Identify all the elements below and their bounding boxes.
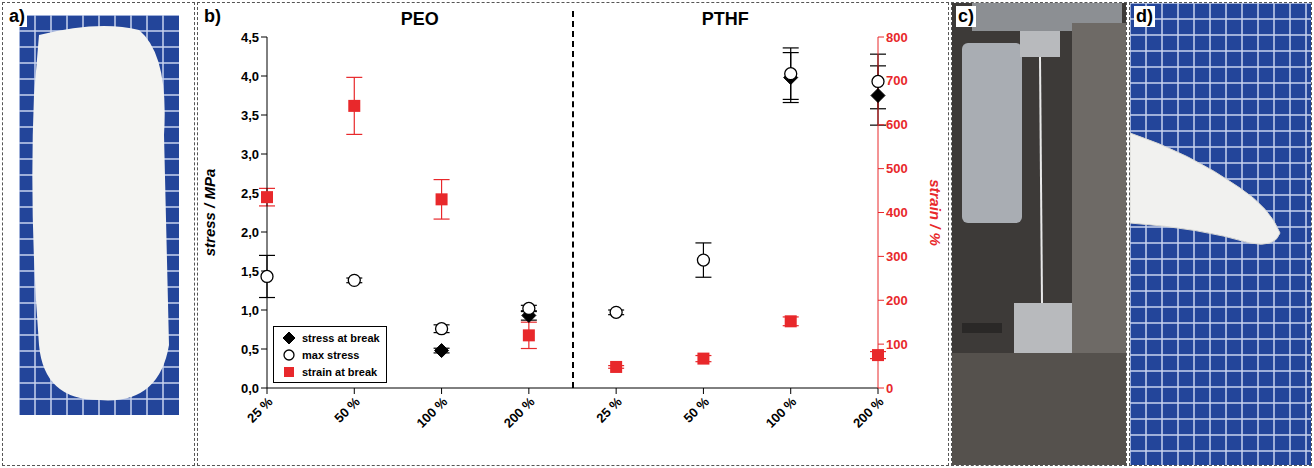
svg-text:4,5: 4,5 bbox=[241, 30, 259, 45]
html-text:b): b) bbox=[204, 6, 221, 26]
html-text:stress at break: stress at break bbox=[302, 331, 380, 344]
svg-text:100 %: 100 % bbox=[414, 394, 451, 431]
html-text:max stress: max stress bbox=[302, 348, 360, 361]
svg-text:2,0: 2,0 bbox=[241, 225, 259, 240]
html-text:c): c) bbox=[958, 6, 974, 26]
svg-text:200 %: 200 % bbox=[850, 394, 887, 431]
svg-text:100: 100 bbox=[886, 337, 908, 352]
svg-text:3,5: 3,5 bbox=[241, 108, 259, 123]
svg-text:700: 700 bbox=[886, 73, 908, 88]
svg-text:stress / MPa: stress / MPa bbox=[201, 169, 218, 257]
svg-text:500: 500 bbox=[886, 161, 908, 176]
svg-text:800: 800 bbox=[886, 30, 908, 45]
svg-text:25 %: 25 % bbox=[593, 394, 625, 426]
svg-text:200 %: 200 % bbox=[501, 394, 538, 431]
html-text:PTHF: PTHF bbox=[701, 9, 749, 29]
svg-text:4,0: 4,0 bbox=[241, 69, 259, 84]
svg-text:50 %: 50 % bbox=[331, 394, 363, 426]
svg-text:1,5: 1,5 bbox=[241, 264, 259, 279]
html-text:d): d) bbox=[1136, 6, 1153, 26]
svg-text:50 %: 50 % bbox=[681, 394, 713, 426]
svg-text:100 %: 100 % bbox=[763, 394, 800, 431]
svg-text:300: 300 bbox=[886, 249, 908, 264]
svg-text:400: 400 bbox=[886, 205, 908, 220]
svg-text:0: 0 bbox=[886, 381, 893, 396]
html-text:strain at break: strain at break bbox=[302, 365, 378, 378]
html-text:PEO: PEO bbox=[400, 9, 439, 29]
svg-text:1,0: 1,0 bbox=[241, 303, 259, 318]
html-text:a): a) bbox=[9, 6, 25, 26]
svg-text:0,0: 0,0 bbox=[241, 381, 259, 396]
svg-text:25 %: 25 % bbox=[244, 394, 276, 426]
svg-text:2,5: 2,5 bbox=[241, 186, 259, 201]
svg-text:3,0: 3,0 bbox=[241, 147, 259, 162]
svg-text:0,5: 0,5 bbox=[241, 342, 259, 357]
svg-text:600: 600 bbox=[886, 117, 908, 132]
svg-text:200: 200 bbox=[886, 293, 908, 308]
svg-text:strain / %: strain / % bbox=[927, 179, 944, 246]
